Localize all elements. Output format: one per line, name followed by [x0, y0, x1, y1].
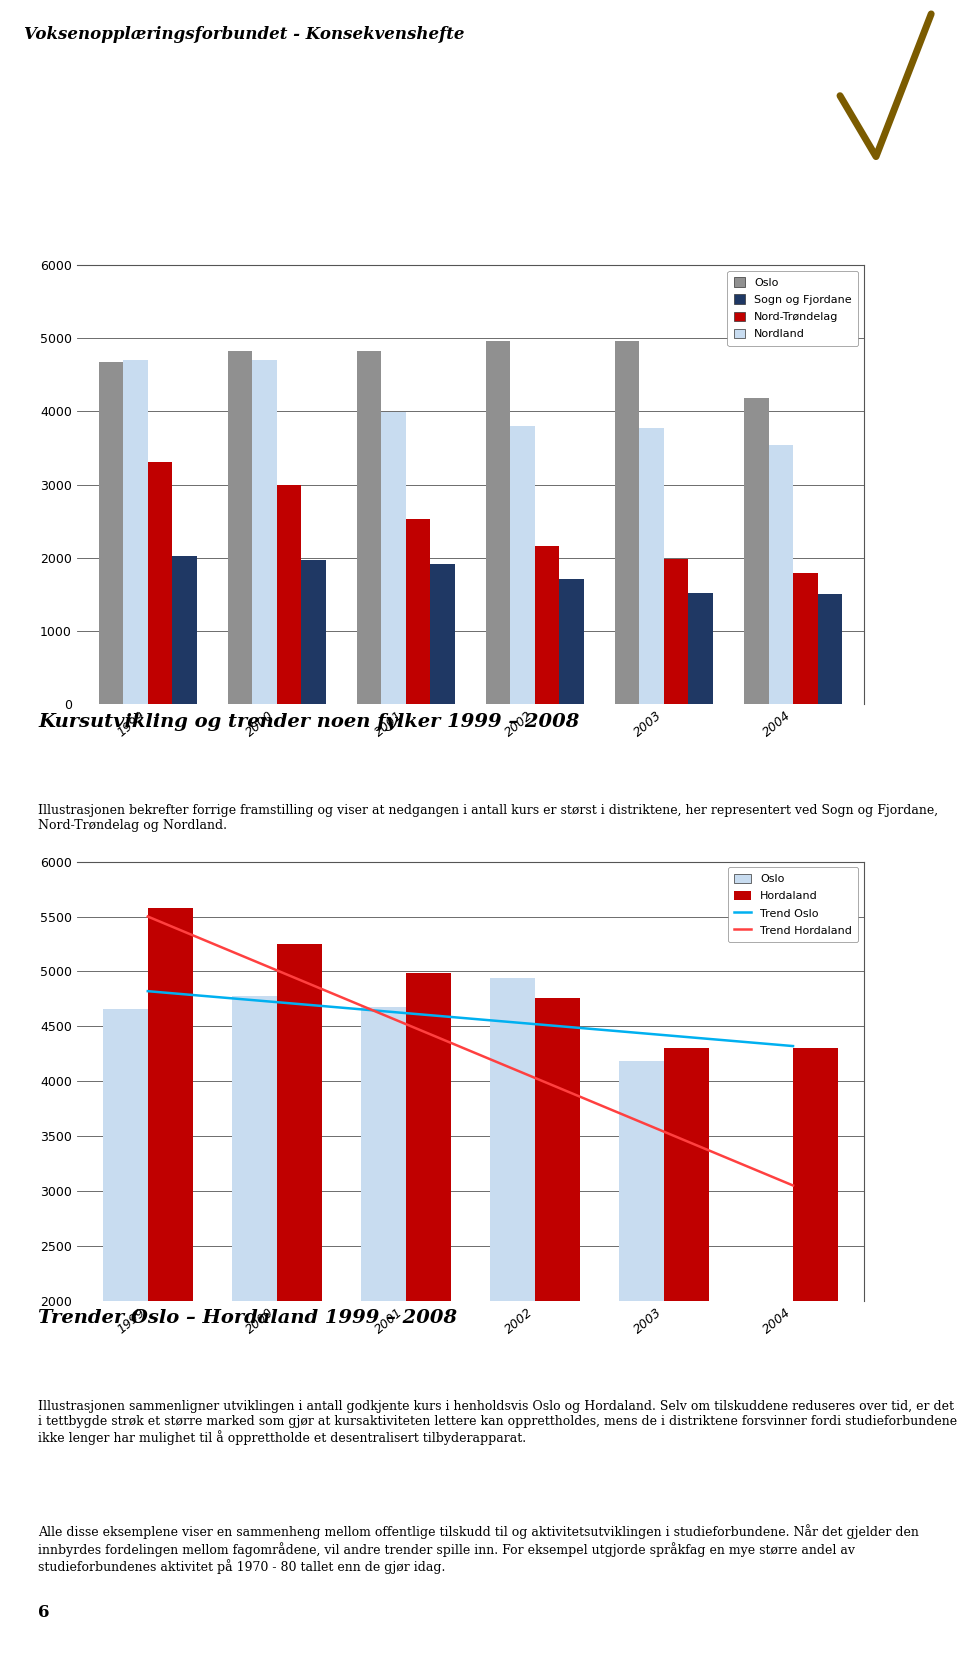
- Bar: [490, 978, 535, 1521]
- Bar: [381, 413, 406, 704]
- Bar: [535, 998, 580, 1521]
- Bar: [148, 462, 172, 704]
- Text: Voksenopplæringsforbundet - Konsekvenshefte: Voksenopplæringsforbundet - Konsekvenshe…: [24, 27, 465, 43]
- Bar: [535, 547, 560, 704]
- Bar: [361, 1006, 406, 1521]
- Text: Illustrasjonen sammenligner utviklingen i antall godkjente kurs i henholdsvis Os: Illustrasjonen sammenligner utviklingen …: [38, 1400, 957, 1445]
- Bar: [688, 593, 713, 704]
- Bar: [430, 563, 455, 704]
- Bar: [511, 426, 535, 704]
- Legend: Oslo, Sogn og Fjordane, Nord-Trøndelag, Nordland: Oslo, Sogn og Fjordane, Nord-Trøndelag, …: [728, 270, 858, 346]
- Text: Illustrasjonen bekrefter forrige framstilling og viser at nedgangen i antall kur: Illustrasjonen bekrefter forrige framsti…: [38, 804, 939, 832]
- Bar: [148, 908, 193, 1521]
- Bar: [744, 398, 769, 704]
- Bar: [276, 486, 301, 704]
- Bar: [639, 428, 664, 704]
- Text: Trender Oslo – Hordaland 1999 – 2008: Trender Oslo – Hordaland 1999 – 2008: [38, 1309, 458, 1327]
- Legend: Oslo, Hordaland, Trend Oslo, Trend Hordaland: Oslo, Hordaland, Trend Oslo, Trend Horda…: [728, 867, 858, 943]
- Text: Kursutvikling og trender noen fylker 1999 – 2008: Kursutvikling og trender noen fylker 199…: [38, 713, 580, 731]
- Bar: [486, 341, 511, 704]
- Bar: [406, 519, 430, 704]
- Bar: [560, 578, 584, 704]
- Bar: [301, 560, 325, 704]
- Bar: [818, 593, 842, 704]
- Bar: [252, 360, 276, 704]
- Bar: [769, 446, 793, 704]
- Bar: [664, 558, 688, 704]
- Bar: [276, 944, 322, 1521]
- Text: Alle disse eksemplene viser en sammenheng mellom offentlige tilskudd til og akti: Alle disse eksemplene viser en sammenhen…: [38, 1524, 920, 1574]
- Bar: [793, 573, 818, 704]
- Bar: [228, 351, 252, 704]
- Bar: [406, 973, 451, 1521]
- Bar: [123, 360, 148, 704]
- Text: 6: 6: [38, 1604, 50, 1621]
- Bar: [99, 361, 123, 704]
- Bar: [619, 1062, 664, 1521]
- Bar: [664, 1049, 709, 1521]
- Bar: [172, 555, 197, 704]
- Bar: [103, 1009, 148, 1521]
- Bar: [615, 341, 639, 704]
- Bar: [793, 1049, 838, 1521]
- Bar: [231, 996, 276, 1521]
- Bar: [357, 351, 381, 704]
